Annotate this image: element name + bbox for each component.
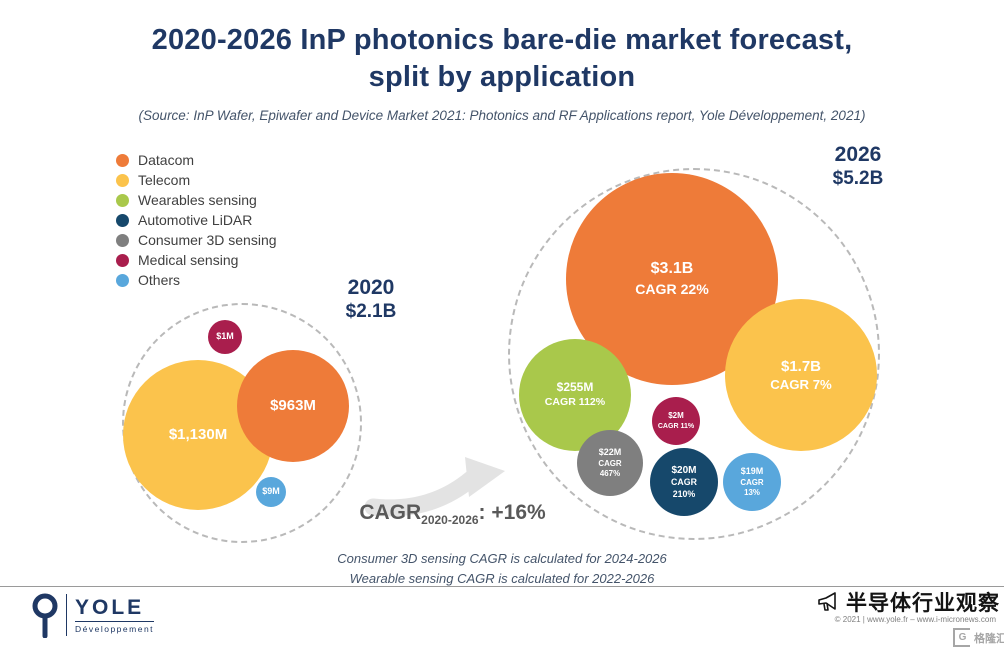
source-line: (Source: InP Wafer, Epiwafer and Device …	[138, 108, 866, 123]
bubble-2020-medical: $1M	[208, 320, 242, 354]
legend-item-automotive: Automotive LiDAR	[116, 210, 277, 230]
corner-brand-icon: G	[953, 628, 970, 647]
bubble-value: $9M	[262, 486, 280, 497]
total-2026: $5.2B	[832, 168, 884, 189]
wearables-swatch-icon	[116, 193, 129, 207]
medical-swatch-icon	[116, 253, 129, 267]
overall-cagr-value: : +16%	[478, 501, 546, 524]
watermark-text: 半导体行业观察	[846, 592, 1000, 615]
overall-cagr: CAGR2020-2026: +16%	[340, 501, 565, 527]
corner-brand-logo: G 格隆汇	[953, 628, 1004, 647]
year-2026: 2026	[834, 143, 882, 166]
bubble-2026-telecom: $1.7B CAGR 7%	[725, 299, 877, 451]
footnotes: Consumer 3D sensing CAGR is calculated f…	[252, 549, 752, 589]
yole-glyph-icon	[32, 593, 58, 638]
yole-wordmark: YOLE	[75, 596, 145, 619]
corner-brand-text: 格隆汇	[974, 632, 1004, 645]
title-line2: split by application	[368, 61, 636, 93]
footer-divider	[0, 586, 1004, 587]
bubble-2026-automotive-lidar: $20M CAGR 210%	[650, 448, 718, 516]
bubble-value: $255M	[556, 380, 594, 395]
bubble-value: $20M	[671, 465, 697, 477]
bubble-cagr: CAGR 22%	[635, 281, 709, 298]
bubble-cagr: CAGR 210%	[671, 477, 697, 499]
automotive-swatch-icon	[116, 213, 129, 227]
legend-label: Automotive LiDAR	[138, 212, 253, 228]
others-swatch-icon	[116, 273, 129, 287]
bubble-cagr: CAGR 13%	[740, 477, 764, 497]
footnote-1: Consumer 3D sensing CAGR is calculated f…	[337, 551, 667, 566]
bubble-value: $22M	[598, 446, 622, 457]
legend-label: Telecom	[138, 172, 191, 188]
group-circle-2026	[508, 168, 880, 540]
consumer3d-swatch-icon	[116, 233, 129, 247]
legend-item-telecom: Telecom	[116, 170, 277, 190]
bubble-value: $1,130M	[168, 426, 228, 444]
bubble-value: $3.1B	[650, 260, 694, 278]
yole-logo-divider	[66, 594, 67, 636]
legend-label: Consumer 3D sensing	[138, 232, 277, 248]
bubble-2020-others: $9M	[256, 477, 286, 507]
legend-item-wearables: Wearables sensing	[116, 190, 277, 210]
bubble-2026-consumer3d: $22M CAGR 467%	[577, 430, 643, 496]
legend-item-datacom: Datacom	[116, 150, 277, 170]
bubble-cagr: CAGR 11%	[657, 422, 695, 430]
page-title: 2020-2026 InP photonics bare-die market …	[0, 22, 1004, 96]
year-2026-label: 2026 $5.2B	[788, 143, 928, 190]
copyright: © 2021 | www.yole.fr – www.i-micronews.c…	[834, 615, 996, 624]
bubble-value: $19M	[740, 465, 764, 476]
bubble-2020-datacom: $963M	[237, 350, 349, 462]
legend: Datacom Telecom Wearables sensing Automo…	[116, 150, 277, 290]
bubble-cagr: CAGR 467%	[598, 458, 622, 478]
legend-item-medical: Medical sensing	[116, 250, 277, 270]
legend-item-others: Others	[116, 270, 277, 290]
bubble-2026-medical: $2M CAGR 11%	[652, 397, 700, 445]
overall-cagr-period: 2020-2026	[421, 513, 479, 528]
overall-cagr-label: CAGR	[359, 501, 422, 524]
bubble-value: $2M	[668, 411, 684, 421]
watermark: 半导体行业观察	[816, 587, 1000, 617]
bubble-cagr: CAGR 7%	[770, 377, 832, 393]
megaphone-icon	[818, 592, 836, 611]
title-line1: 2020-2026 InP photonics bare-die market …	[151, 24, 853, 56]
bubble-2026-others: $19M CAGR 13%	[723, 453, 781, 511]
legend-label: Medical sensing	[138, 252, 239, 268]
bubble-cagr: CAGR 112%	[544, 395, 606, 408]
year-2020-label: 2020 $2.1B	[300, 276, 442, 323]
bubble-value: $1M	[216, 331, 234, 342]
yole-logo: YOLE Développement	[28, 592, 155, 638]
footnote-2: Wearable sensing CAGR is calculated for …	[349, 571, 655, 586]
legend-label: Wearables sensing	[138, 192, 257, 208]
yole-subtext: Développement	[75, 621, 155, 634]
year-2020: 2020	[347, 276, 395, 299]
bubble-value: $1.7B	[780, 357, 822, 375]
total-2020: $2.1B	[345, 301, 397, 322]
growth-arrow-icon	[364, 457, 505, 517]
datacom-swatch-icon	[116, 153, 129, 167]
telecom-swatch-icon	[116, 173, 129, 187]
legend-item-consumer3d: Consumer 3D sensing	[116, 230, 277, 250]
bubble-value: $963M	[270, 397, 316, 415]
legend-label: Others	[138, 272, 181, 288]
legend-label: Datacom	[138, 152, 195, 168]
